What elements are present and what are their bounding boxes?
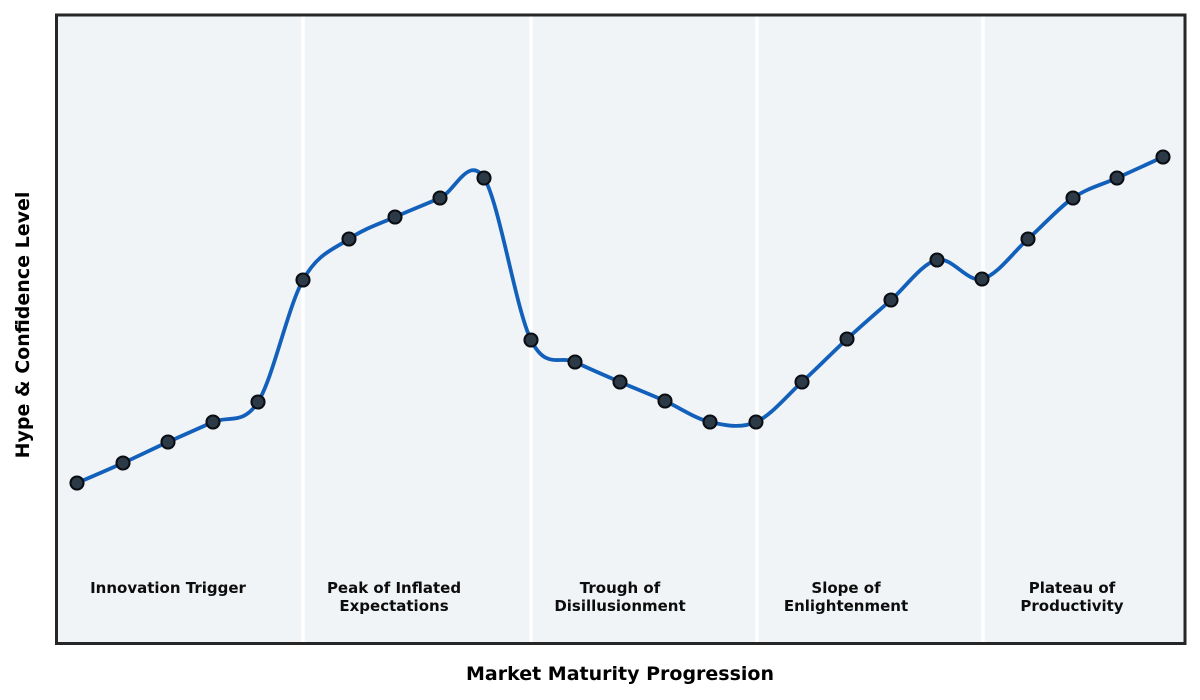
y-axis-label: Hype & Confidence Level	[12, 191, 34, 459]
data-point	[567, 354, 583, 370]
data-point	[748, 414, 764, 430]
x-axis-label: Market Maturity Progression	[465, 663, 775, 685]
data-point	[1065, 190, 1081, 206]
data-point	[974, 271, 990, 287]
phase-label-slope-of-enlightenment: Slope of Enlightenment	[783, 579, 909, 615]
data-point	[929, 252, 945, 268]
data-point	[250, 394, 266, 410]
data-point	[523, 332, 539, 348]
data-point	[387, 209, 403, 225]
data-point	[341, 231, 357, 247]
data-point	[295, 272, 311, 288]
phase-label-plateau-of-productivity: Plateau of Productivity	[1020, 579, 1124, 615]
data-point	[205, 414, 221, 430]
data-point	[69, 475, 85, 491]
phase-label-innovation-trigger: Innovation Trigger	[90, 579, 246, 597]
data-point	[432, 190, 448, 206]
data-point	[1155, 149, 1171, 165]
data-point	[612, 374, 628, 390]
data-point	[160, 434, 176, 450]
data-point	[1020, 231, 1036, 247]
plot-background	[56, 15, 1185, 644]
data-point	[1109, 170, 1125, 186]
data-point	[702, 414, 718, 430]
data-point	[115, 455, 131, 471]
phase-label-peak-of-inflated-expectations: Peak of Inflated Expectations	[326, 579, 462, 615]
phase-dividers	[301, 15, 985, 644]
data-point	[794, 374, 810, 390]
data-point	[839, 331, 855, 347]
data-points	[69, 149, 1171, 491]
hype-curve-line	[75, 155, 1165, 485]
data-point	[476, 170, 492, 186]
data-point	[657, 393, 673, 409]
data-point	[883, 292, 899, 308]
plot-border	[55, 13, 1187, 645]
phase-label-trough-of-disillusionment: Trough of Disillusionment	[554, 579, 686, 615]
